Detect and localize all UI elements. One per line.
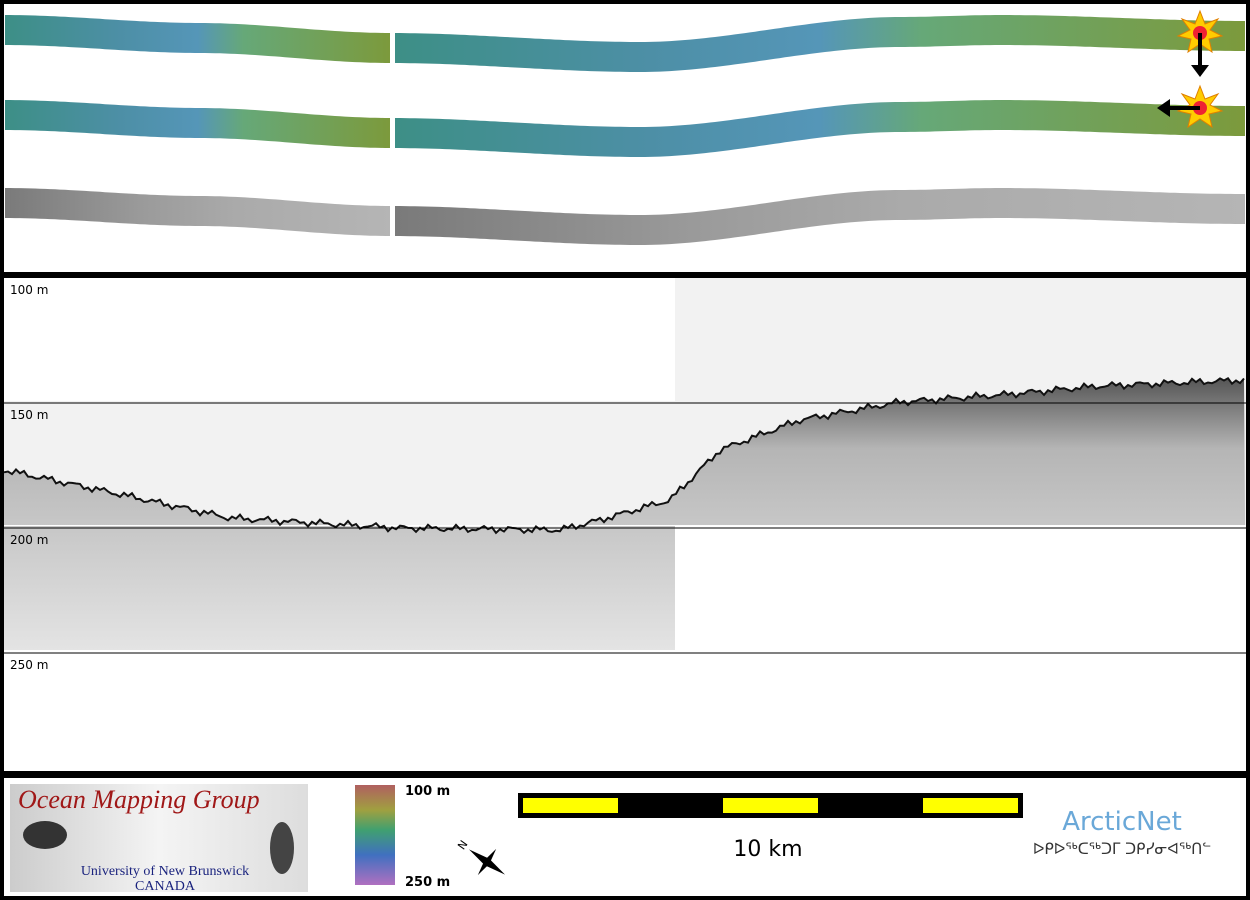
- swath: [395, 188, 1245, 245]
- swath: [5, 100, 390, 148]
- logo-title: Ocean Mapping Group: [18, 785, 260, 814]
- logo-line: University of New Brunswick: [81, 864, 249, 879]
- swath: [395, 100, 1245, 157]
- scale-bar: 10 km: [518, 793, 1023, 862]
- logo: Ocean Mapping Group University of New Br…: [10, 784, 308, 894]
- swath: [395, 15, 1245, 72]
- depth-label: 150 m: [10, 408, 48, 422]
- colorbar: [355, 785, 395, 885]
- swath: [5, 188, 390, 236]
- seabed-line: [3, 377, 1245, 535]
- partner-syllabics: ᐅᑭᐅᖅᑕᖅᑐᒥ ᑐᑭᓯᓂᐊᖅᑎᓪ: [1033, 840, 1211, 858]
- partner-name: ArcticNet: [1062, 807, 1182, 837]
- depth-label: 250 m: [10, 658, 48, 672]
- colorbar-label: 100 m: [405, 784, 450, 799]
- scale-label: 10 km: [733, 837, 802, 862]
- depth-label: 100 m: [10, 283, 48, 297]
- depth-grid: 100 m 150 m 200 m 250 m: [4, 283, 1246, 672]
- colorbar-label: 250 m: [405, 875, 450, 890]
- marker-top: [1176, 9, 1224, 77]
- depth-label: 200 m: [10, 533, 48, 547]
- swath: [5, 15, 390, 63]
- marker-bottom: [1157, 84, 1224, 129]
- logo-line: CANADA: [135, 879, 196, 894]
- swaths: [5, 15, 1245, 245]
